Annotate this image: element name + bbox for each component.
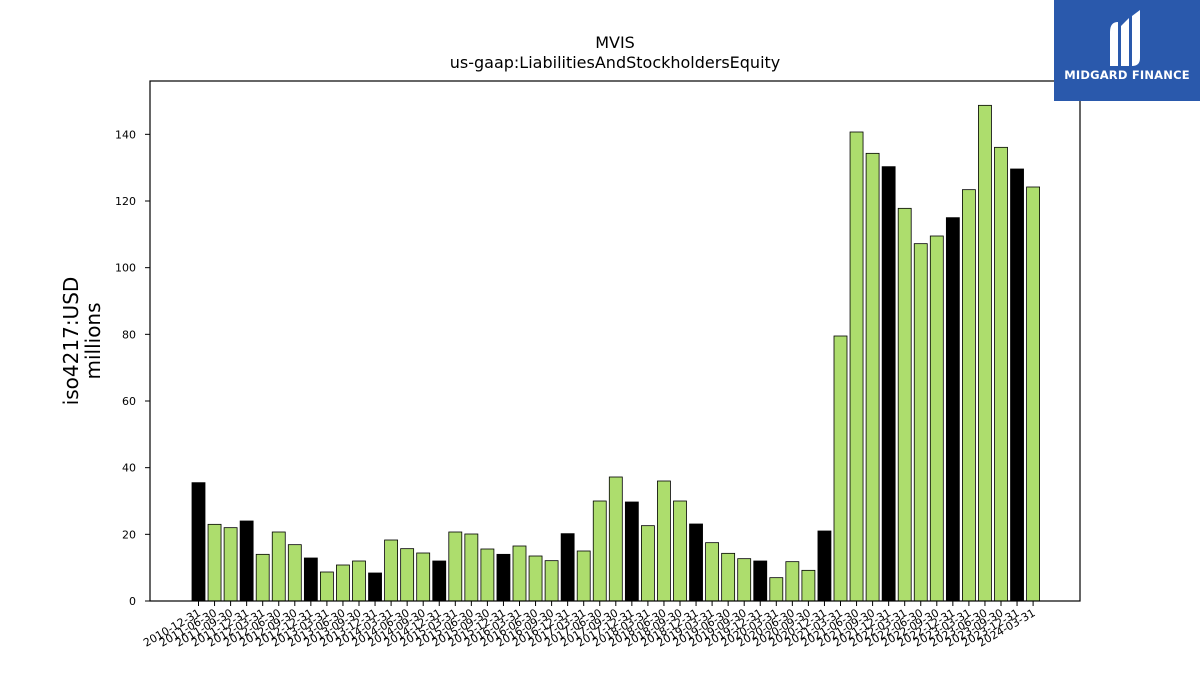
bar-2015-03-31 [448, 531, 463, 602]
bar-2021-03-31 [833, 335, 848, 602]
y-tick-label: 40 [122, 462, 136, 475]
bar-2011-09-30 [223, 527, 238, 602]
bar-2010-12-31 [191, 482, 206, 602]
logo-mark-icon [1110, 10, 1140, 66]
y-tick-label: 0 [129, 595, 136, 608]
bar-2022-12-31 [945, 217, 960, 602]
y-tick-label: 80 [122, 328, 136, 341]
bar-2013-06-30 [336, 564, 350, 602]
plot-frame [149, 80, 1081, 602]
bar-2017-09-30 [608, 476, 623, 602]
bar-2012-03-31 [255, 553, 270, 602]
bar-2016-06-30 [528, 555, 543, 602]
bar-2022-03-31 [897, 207, 912, 602]
bar-2023-12-31 [1010, 168, 1024, 602]
bar-2016-12-31 [560, 533, 575, 602]
y-axis-unit-label: millions [81, 302, 105, 379]
bar-2018-06-30 [657, 480, 671, 602]
bar-2014-06-30 [400, 548, 415, 602]
bar-2019-09-30 [737, 558, 752, 602]
bar-2014-03-31 [384, 539, 399, 602]
bar-2024-03-31 [1026, 186, 1040, 602]
bar-2014-09-30 [416, 552, 431, 602]
bar-2020-03-31 [769, 577, 784, 602]
bar-2011-12-31 [239, 520, 254, 602]
bar-2021-09-30 [865, 152, 880, 602]
bar-2021-12-31 [881, 166, 896, 602]
y-tick-label: 60 [122, 395, 136, 408]
y-axis-label: iso4217:USD [59, 277, 83, 406]
bar-2019-06-30 [721, 552, 736, 602]
bar-2020-09-30 [801, 569, 816, 602]
bar-2021-06-30 [849, 131, 864, 602]
bar-2020-06-30 [785, 561, 800, 602]
bar-2022-09-30 [929, 235, 944, 602]
y-tick-label: 120 [115, 195, 136, 208]
bar-2015-12-31 [496, 553, 511, 602]
bar-2016-09-30 [544, 560, 559, 602]
bar-2012-06-30 [271, 531, 286, 602]
bar-2018-12-31 [689, 523, 703, 602]
bar-2019-12-31 [753, 560, 768, 602]
bar-2019-03-31 [705, 542, 719, 602]
bar-2012-12-31 [303, 557, 318, 602]
y-tick-label: 140 [115, 128, 136, 141]
bar-2015-09-30 [480, 548, 495, 602]
y-tick-label: 100 [115, 262, 136, 275]
bar-2013-12-31 [368, 572, 382, 602]
bar-2023-09-30 [994, 146, 1008, 602]
y-tick-label: 20 [122, 528, 136, 541]
bar-2023-03-31 [962, 189, 976, 602]
brand-logo: MIDGARD FINANCE [1054, 0, 1200, 101]
bar-2015-06-30 [464, 533, 479, 602]
bar-2012-09-30 [287, 544, 302, 602]
chart-subtitle: us-gaap:LiabilitiesAndStockholdersEquity [450, 53, 781, 72]
bar-2013-03-31 [319, 571, 334, 602]
bar-2017-03-31 [576, 550, 591, 602]
bar-2022-06-30 [913, 243, 928, 602]
bar-2011-06-30 [207, 523, 222, 602]
bar-2017-12-31 [624, 501, 639, 602]
bar-2013-09-30 [352, 560, 366, 602]
logo-text: MIDGARD FINANCE [1064, 68, 1190, 82]
bar-2023-06-30 [978, 104, 992, 602]
bar-2014-12-31 [432, 560, 447, 602]
bar-2018-03-31 [641, 525, 655, 602]
bar-2020-12-31 [817, 530, 832, 602]
chart-title: MVIS [595, 33, 635, 52]
bar-2018-09-30 [673, 500, 687, 602]
bar-2016-03-31 [512, 545, 527, 602]
bar-2017-06-30 [592, 500, 607, 602]
